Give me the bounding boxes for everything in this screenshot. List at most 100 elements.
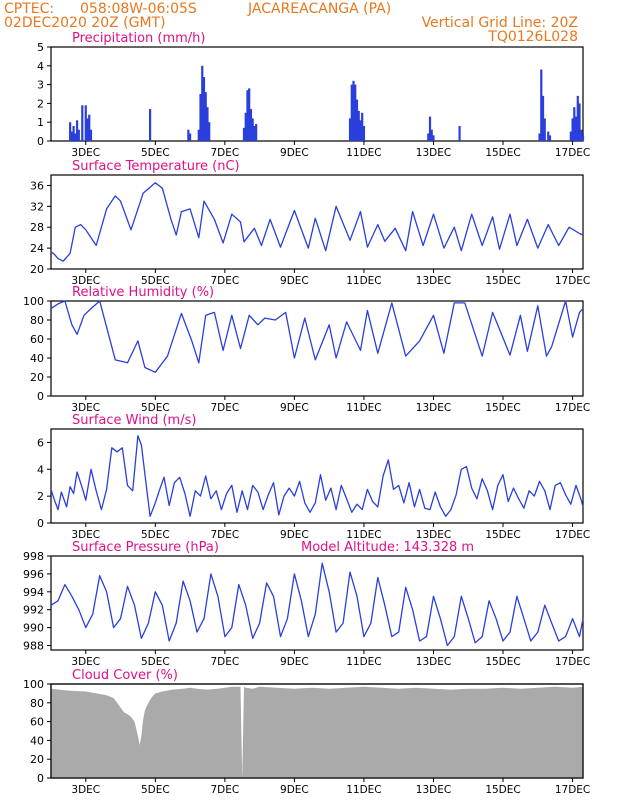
- y-tick-label: 0: [37, 390, 44, 403]
- precip-bar: [251, 118, 254, 141]
- precip-bar: [246, 90, 249, 141]
- precip-bar: [77, 129, 80, 141]
- x-tick-label: 9DEC: [280, 147, 309, 159]
- precip-bar: [538, 133, 541, 141]
- precip-bar: [580, 129, 583, 141]
- precip-bar: [430, 129, 433, 141]
- x-tick-label: 3DEC: [71, 784, 100, 796]
- precip-bar: [74, 133, 77, 141]
- x-tick-label: 5DEC: [141, 529, 170, 541]
- series-line-pressure: [50, 562, 584, 647]
- x-tick-label: 7DEC: [210, 147, 239, 159]
- y-tick-label: 4: [37, 463, 44, 476]
- x-tick-label: 15DEC: [485, 529, 520, 541]
- y-tick-label: 3: [37, 79, 44, 92]
- panel-frame-precip: [50, 46, 584, 142]
- precip-bar: [352, 80, 355, 141]
- x-tick-label: 17DEC: [555, 656, 590, 668]
- x-tick-label: 11DEC: [346, 402, 381, 414]
- precip-bar: [573, 107, 576, 141]
- y-tick-label: 20: [30, 371, 44, 384]
- precip-bar: [359, 120, 362, 141]
- precip-bar: [88, 114, 91, 141]
- panel-temp: Surface Temperature (nC) 20 24 28 32 36 3DEC 5D…: [30, 159, 590, 287]
- panel-pressure: Surface Pressure (hPa) Model Altitude: 14…: [23, 540, 590, 668]
- y-tick-label: 28: [30, 221, 44, 234]
- precip-bar: [432, 135, 435, 141]
- y-tick-label: 20: [30, 753, 44, 766]
- y-tick-label: 40: [30, 352, 44, 365]
- precip-bar: [89, 129, 93, 141]
- precip-bar: [350, 84, 353, 141]
- y-tick-label: 36: [30, 179, 44, 192]
- x-tick-label: 13DEC: [416, 529, 451, 541]
- precip-bar: [541, 95, 545, 141]
- y-tick-label: 5: [37, 41, 44, 54]
- series-line-temp: [50, 182, 584, 262]
- y-tick-label: 990: [23, 622, 44, 635]
- x-tick-label: 17DEC: [555, 275, 590, 287]
- x-tick-label: 7DEC: [210, 402, 239, 414]
- x-tick-label: 3DEC: [71, 147, 100, 159]
- x-tick-label: 3DEC: [71, 529, 100, 541]
- panel-frame-pressure: [50, 555, 584, 651]
- x-tick-label: 15DEC: [485, 275, 520, 287]
- precip-bar: [361, 112, 364, 141]
- x-tick-label: 11DEC: [346, 529, 381, 541]
- panel-frame-rh: [50, 300, 584, 397]
- precip-bar: [540, 69, 543, 141]
- panels: Precipitation (mm/h) 0 1 2 3 4 5 3DEC 5DEC 7DEC 9D…: [23, 31, 590, 796]
- y-tick-label: 0: [37, 135, 44, 148]
- precip-bar: [197, 129, 200, 141]
- x-tick-label: 15DEC: [485, 784, 520, 796]
- y-tick-label: 994: [23, 586, 44, 599]
- precip-bar: [362, 125, 366, 141]
- header-model: TQ0126L028: [487, 29, 578, 45]
- precip-bar: [428, 116, 432, 141]
- precip-bar: [70, 131, 73, 141]
- precip-bar: [354, 84, 357, 141]
- precip-bar: [81, 105, 84, 141]
- precip-bar: [569, 131, 572, 141]
- x-tick-label: 13DEC: [416, 147, 451, 159]
- precip-bar: [148, 109, 152, 141]
- y-tick-label: 100: [23, 678, 44, 691]
- precip-bar: [253, 125, 256, 141]
- y-tick-label: 988: [23, 640, 44, 653]
- x-tick-label: 7DEC: [210, 275, 239, 287]
- header-coords: 058:08W-06:05S: [80, 1, 197, 17]
- y-tick-label: 60: [30, 333, 44, 346]
- precip-bar: [357, 110, 360, 141]
- precip-bar: [543, 118, 546, 141]
- precip-bar: [355, 99, 359, 141]
- precip-bar: [244, 112, 247, 141]
- x-tick-label: 3DEC: [71, 402, 100, 414]
- panel-frame-temp: [50, 174, 584, 270]
- x-tick-label: 11DEC: [346, 147, 381, 159]
- x-tick-label: 17DEC: [555, 784, 590, 796]
- x-tick-label: 17DEC: [555, 402, 590, 414]
- panel-cloud: Cloud Cover (%) 0 20 40 60 80 100 3DEC 5DEC 7DEC 9…: [23, 668, 590, 796]
- x-tick-label: 9DEC: [280, 784, 309, 796]
- y-tick-label: 100: [23, 295, 44, 308]
- precip-bar: [242, 127, 246, 141]
- precip-bar: [75, 120, 79, 141]
- header-grid-note: Vertical Grid Line: 20Z: [422, 15, 578, 31]
- x-tick-label: 13DEC: [416, 784, 451, 796]
- x-tick-label: 5DEC: [141, 402, 170, 414]
- x-tick-label: 9DEC: [280, 275, 309, 287]
- x-tick-label: 17DEC: [555, 529, 590, 541]
- precip-bar: [202, 77, 206, 141]
- x-tick-label: 15DEC: [485, 147, 520, 159]
- header-station: JACAREACANGA (PA): [247, 1, 391, 17]
- y-tick-label: 4: [37, 60, 44, 73]
- y-tick-label: 32: [30, 200, 44, 213]
- x-tick-label: 5DEC: [141, 656, 170, 668]
- x-tick-label: 11DEC: [346, 656, 381, 668]
- y-tick-label: 6: [37, 436, 44, 449]
- x-tick-label: 3DEC: [71, 656, 100, 668]
- x-tick-label: 3DEC: [71, 275, 100, 287]
- x-tick-label: 9DEC: [280, 529, 309, 541]
- precip-bar: [72, 125, 75, 141]
